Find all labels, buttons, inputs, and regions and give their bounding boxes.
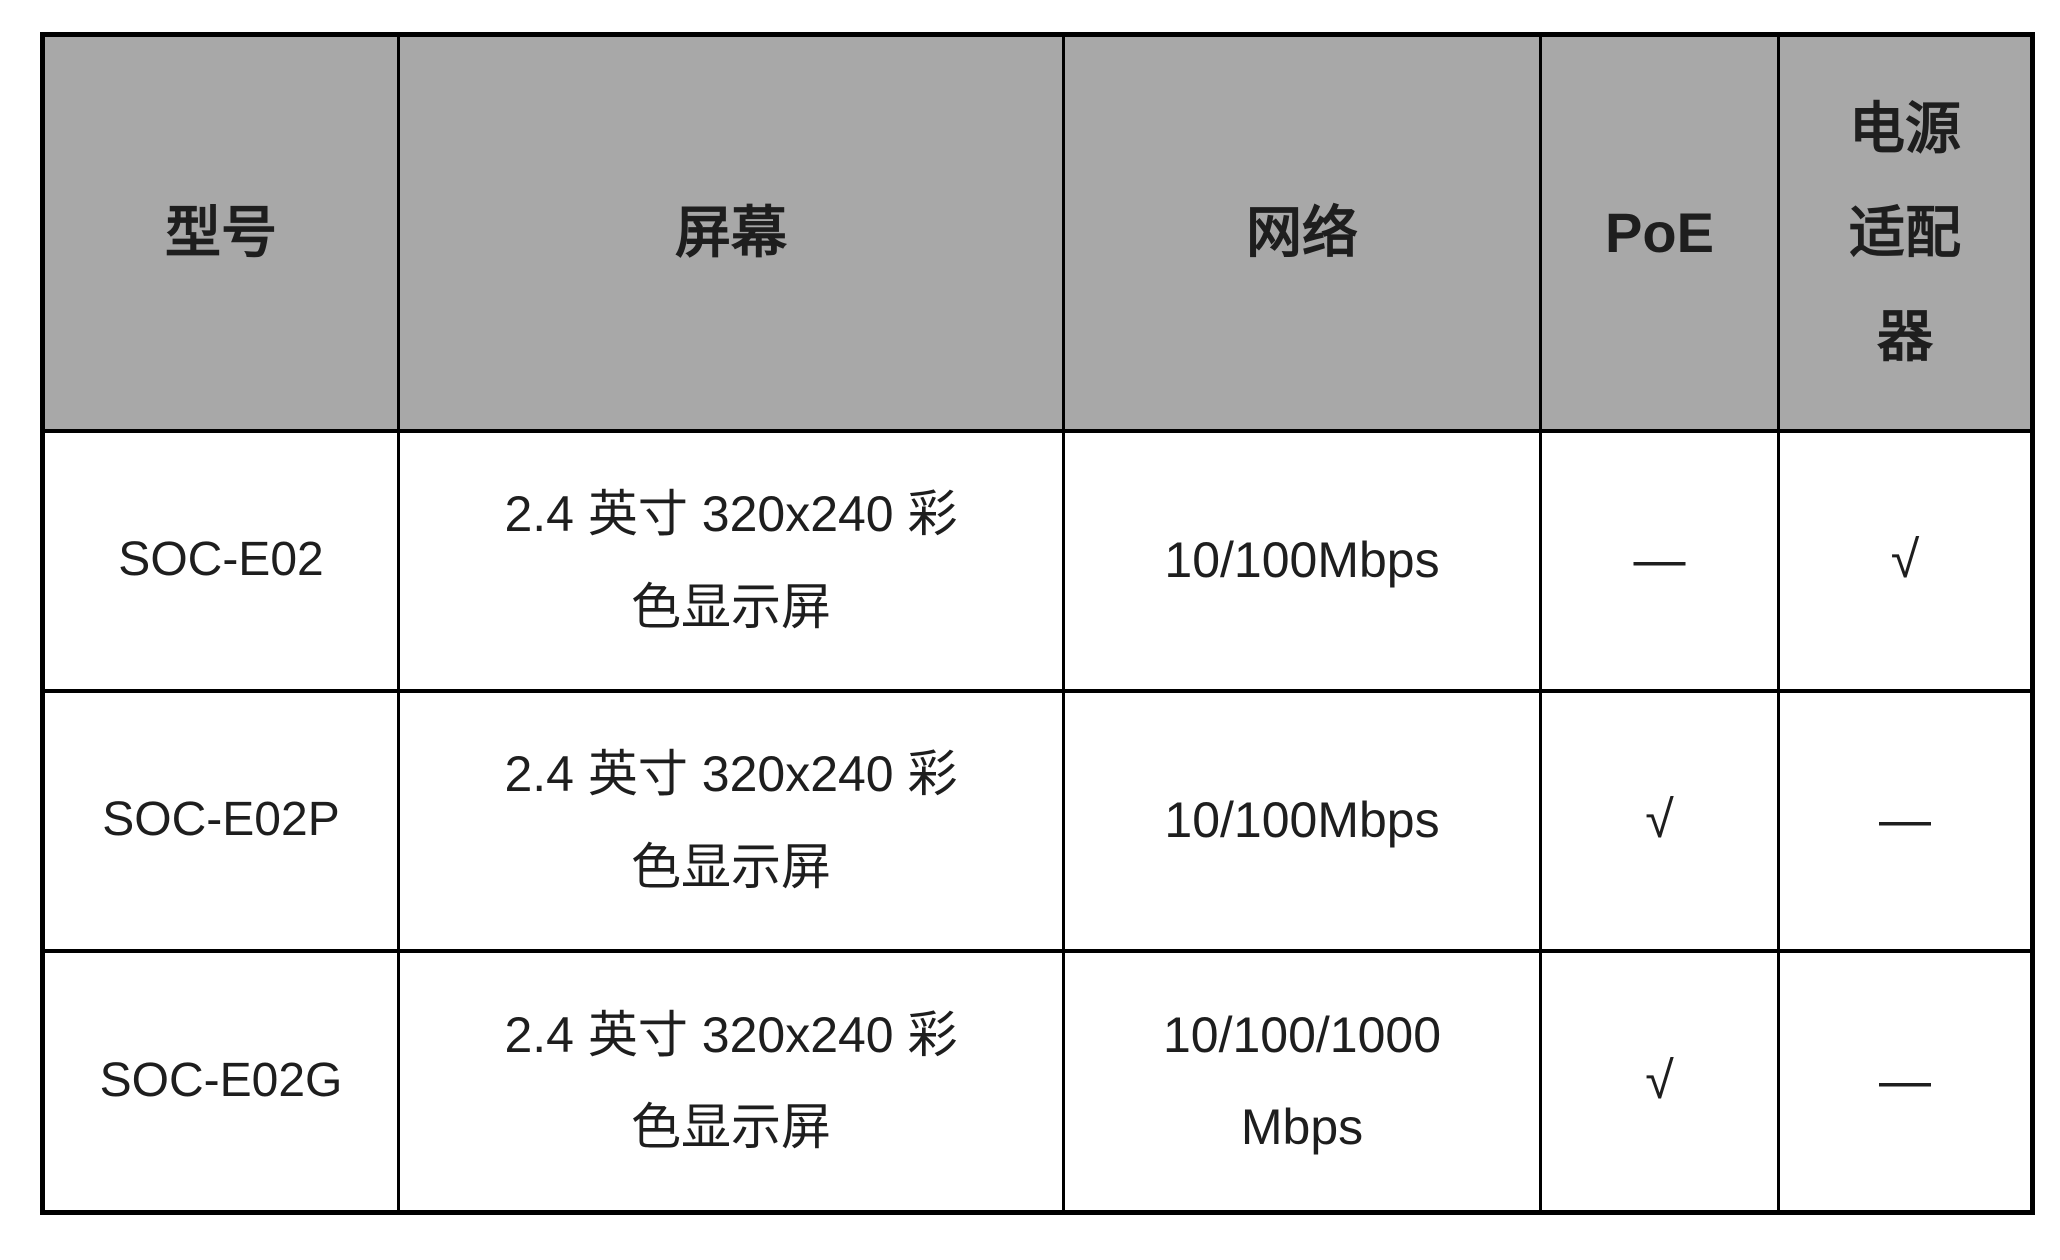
header-row: 型号 屏幕 网络 PoE 电源 适配器 (41, 32, 2034, 433)
network-cell: 10/100Mbps (1062, 428, 1542, 693)
adapter-cell: — (1777, 948, 2034, 1215)
network-text: 10/100Mbps (1164, 532, 1440, 589)
table-row-soc-e02p: SOC-E02P 2.4 英寸 320x240 彩色显示屏 10/100Mbps… (41, 688, 2034, 953)
screen-cell: 2.4 英寸 320x240 彩色显示屏 (397, 688, 1065, 953)
adapter-cell: — (1777, 688, 2034, 953)
table-row-soc-e02g: SOC-E02G 2.4 英寸 320x240 彩色显示屏 10/100/100… (41, 948, 2034, 1215)
col-header-network: 网络 (1062, 32, 1542, 433)
poe-cell: — (1539, 428, 1780, 693)
poe-cell: √ (1539, 688, 1780, 953)
screen-cell: 2.4 英寸 320x240 彩色显示屏 (397, 428, 1065, 693)
network-cell: 10/100/1000 Mbps (1062, 948, 1542, 1215)
col-header-model: 型号 (41, 32, 400, 433)
adapter-cell: √ (1777, 428, 2034, 693)
network-text: 10/100Mbps (1164, 792, 1440, 849)
col-header-adapter-text: 电源 适配器 (1849, 97, 1961, 368)
screen-text: 2.4 英寸 320x240 彩色显示屏 (504, 486, 958, 635)
model-cell: SOC-E02P (41, 688, 400, 953)
screen-text: 2.4 英寸 320x240 彩色显示屏 (504, 746, 958, 895)
screen-text: 2.4 英寸 320x240 彩色显示屏 (504, 1006, 958, 1156)
network-text: 10/100/1000 Mbps (1162, 1006, 1442, 1156)
network-cell: 10/100Mbps (1062, 688, 1542, 953)
col-header-poe: PoE (1539, 32, 1780, 433)
model-cell: SOC-E02 (41, 428, 400, 693)
poe-cell: √ (1539, 948, 1780, 1215)
col-header-screen: 屏幕 (397, 32, 1065, 433)
screen-cell: 2.4 英寸 320x240 彩色显示屏 (397, 948, 1065, 1215)
model-cell: SOC-E02G (41, 948, 400, 1215)
table-row-soc-e02: SOC-E02 2.4 英寸 320x240 彩色显示屏 10/100Mbps … (41, 428, 2034, 693)
spec-table: 型号 屏幕 网络 PoE 电源 适配器 SOC-E02 2.4 英寸 320x24… (40, 32, 2035, 1215)
col-header-adapter: 电源 适配器 (1777, 32, 2034, 433)
